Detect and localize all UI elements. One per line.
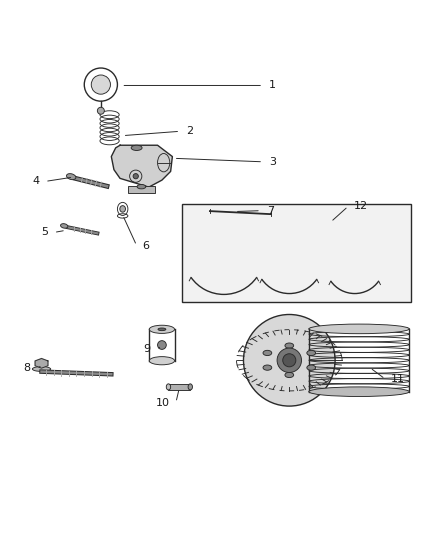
Ellipse shape [60, 224, 68, 228]
Ellipse shape [262, 365, 271, 370]
Polygon shape [35, 359, 48, 368]
Bar [182, 204, 410, 302]
Ellipse shape [131, 145, 142, 150]
Text: 10: 10 [156, 398, 170, 408]
Text: 8: 8 [24, 362, 31, 373]
Circle shape [276, 348, 301, 373]
Text: 6: 6 [142, 240, 149, 251]
Ellipse shape [306, 365, 315, 370]
Text: 1: 1 [268, 80, 275, 91]
Circle shape [97, 107, 104, 114]
Polygon shape [111, 145, 172, 187]
Ellipse shape [137, 184, 145, 189]
Ellipse shape [158, 328, 166, 330]
Ellipse shape [120, 206, 125, 212]
Circle shape [91, 75, 110, 94]
Circle shape [282, 354, 295, 367]
Text: 3: 3 [268, 157, 275, 167]
Circle shape [133, 174, 138, 179]
Text: 12: 12 [353, 201, 367, 211]
Ellipse shape [262, 350, 271, 356]
Text: 4: 4 [32, 176, 39, 187]
Ellipse shape [284, 343, 293, 348]
Text: 2: 2 [185, 126, 193, 136]
Ellipse shape [308, 324, 408, 334]
Ellipse shape [66, 174, 76, 180]
Text: 5: 5 [41, 228, 48, 238]
Bar [168, 384, 190, 390]
Ellipse shape [149, 357, 174, 365]
Bar [127, 186, 155, 193]
Circle shape [157, 341, 166, 350]
Text: 7: 7 [266, 206, 273, 216]
Text: 11: 11 [390, 374, 404, 384]
Circle shape [243, 314, 334, 406]
Ellipse shape [284, 373, 293, 377]
Ellipse shape [187, 384, 192, 390]
Ellipse shape [308, 387, 408, 397]
Ellipse shape [306, 350, 315, 356]
Ellipse shape [149, 325, 174, 334]
Text: 9: 9 [143, 344, 150, 354]
Ellipse shape [32, 367, 50, 372]
Ellipse shape [166, 384, 170, 390]
